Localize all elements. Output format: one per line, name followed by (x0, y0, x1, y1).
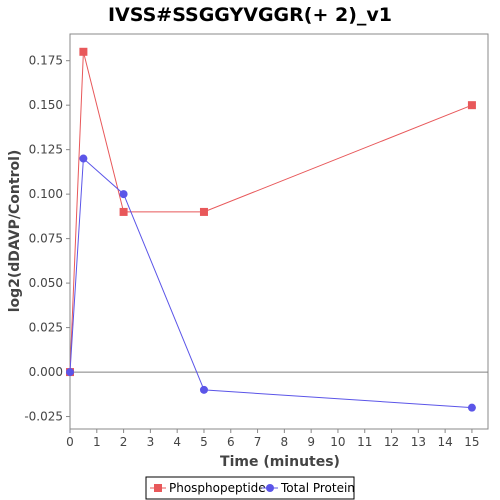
y-tick-label: 0.050 (29, 276, 63, 290)
y-axis-label: log2(dDAVP/Control) (7, 150, 23, 313)
y-tick-label: 0.000 (29, 365, 63, 379)
data-point (119, 207, 128, 216)
y-tick-label: -0.025 (24, 410, 63, 424)
data-point (467, 101, 476, 110)
series-total-protein (66, 154, 476, 412)
x-tick-label: 11 (357, 435, 372, 449)
y-tick-label: 0.100 (29, 187, 63, 201)
series-group (66, 47, 476, 412)
x-tick-label: 15 (464, 435, 479, 449)
x-tick-label: 12 (384, 435, 399, 449)
x-tick-label: 4 (173, 435, 181, 449)
x-tick-label: 9 (307, 435, 315, 449)
chart-title: IVSS#SSGGYVGGR(+ 2)_v1 (108, 4, 392, 26)
plot-area (69, 33, 489, 430)
y-tick-label: 0.125 (29, 143, 63, 157)
y-tick-label: 0.175 (29, 54, 63, 68)
y-tick-label: 0.150 (29, 98, 63, 112)
data-point (79, 154, 88, 163)
x-tick-label: 8 (281, 435, 289, 449)
x-tick-label: 7 (254, 435, 262, 449)
x-axis: 0 1 2 3 4 5 6 7 8 9 10 11 12 13 14 15 (66, 429, 480, 449)
legend-label: Total Protein (280, 481, 355, 495)
data-point (199, 385, 208, 394)
legend-label: Phosphopeptide (169, 481, 266, 495)
y-tick-label: 0.075 (29, 232, 63, 246)
data-point (79, 47, 88, 56)
legend-marker (154, 484, 162, 492)
x-tick-label: 5 (200, 435, 208, 449)
x-tick-label: 1 (93, 435, 101, 449)
x-tick-label: 10 (330, 435, 345, 449)
x-tick-label: 2 (120, 435, 128, 449)
data-point (119, 190, 128, 199)
data-point (467, 403, 476, 412)
legend-marker (266, 484, 274, 492)
x-tick-label: 0 (66, 435, 74, 449)
y-axis: -0.025 0.000 0.025 0.050 0.075 0.100 0.125 0.15… (24, 54, 70, 424)
x-tick-label: 3 (147, 435, 155, 449)
legend-box (145, 476, 355, 500)
legend: Phosphopeptide Total Protein (145, 476, 355, 500)
x-tick-label: 14 (437, 435, 452, 449)
x-tick-label: 13 (411, 435, 426, 449)
x-axis-label: Time (minutes) (220, 454, 340, 470)
y-tick-label: 0.025 (29, 321, 63, 335)
data-point (66, 368, 74, 377)
data-point (199, 207, 208, 216)
x-tick-label: 6 (227, 435, 235, 449)
